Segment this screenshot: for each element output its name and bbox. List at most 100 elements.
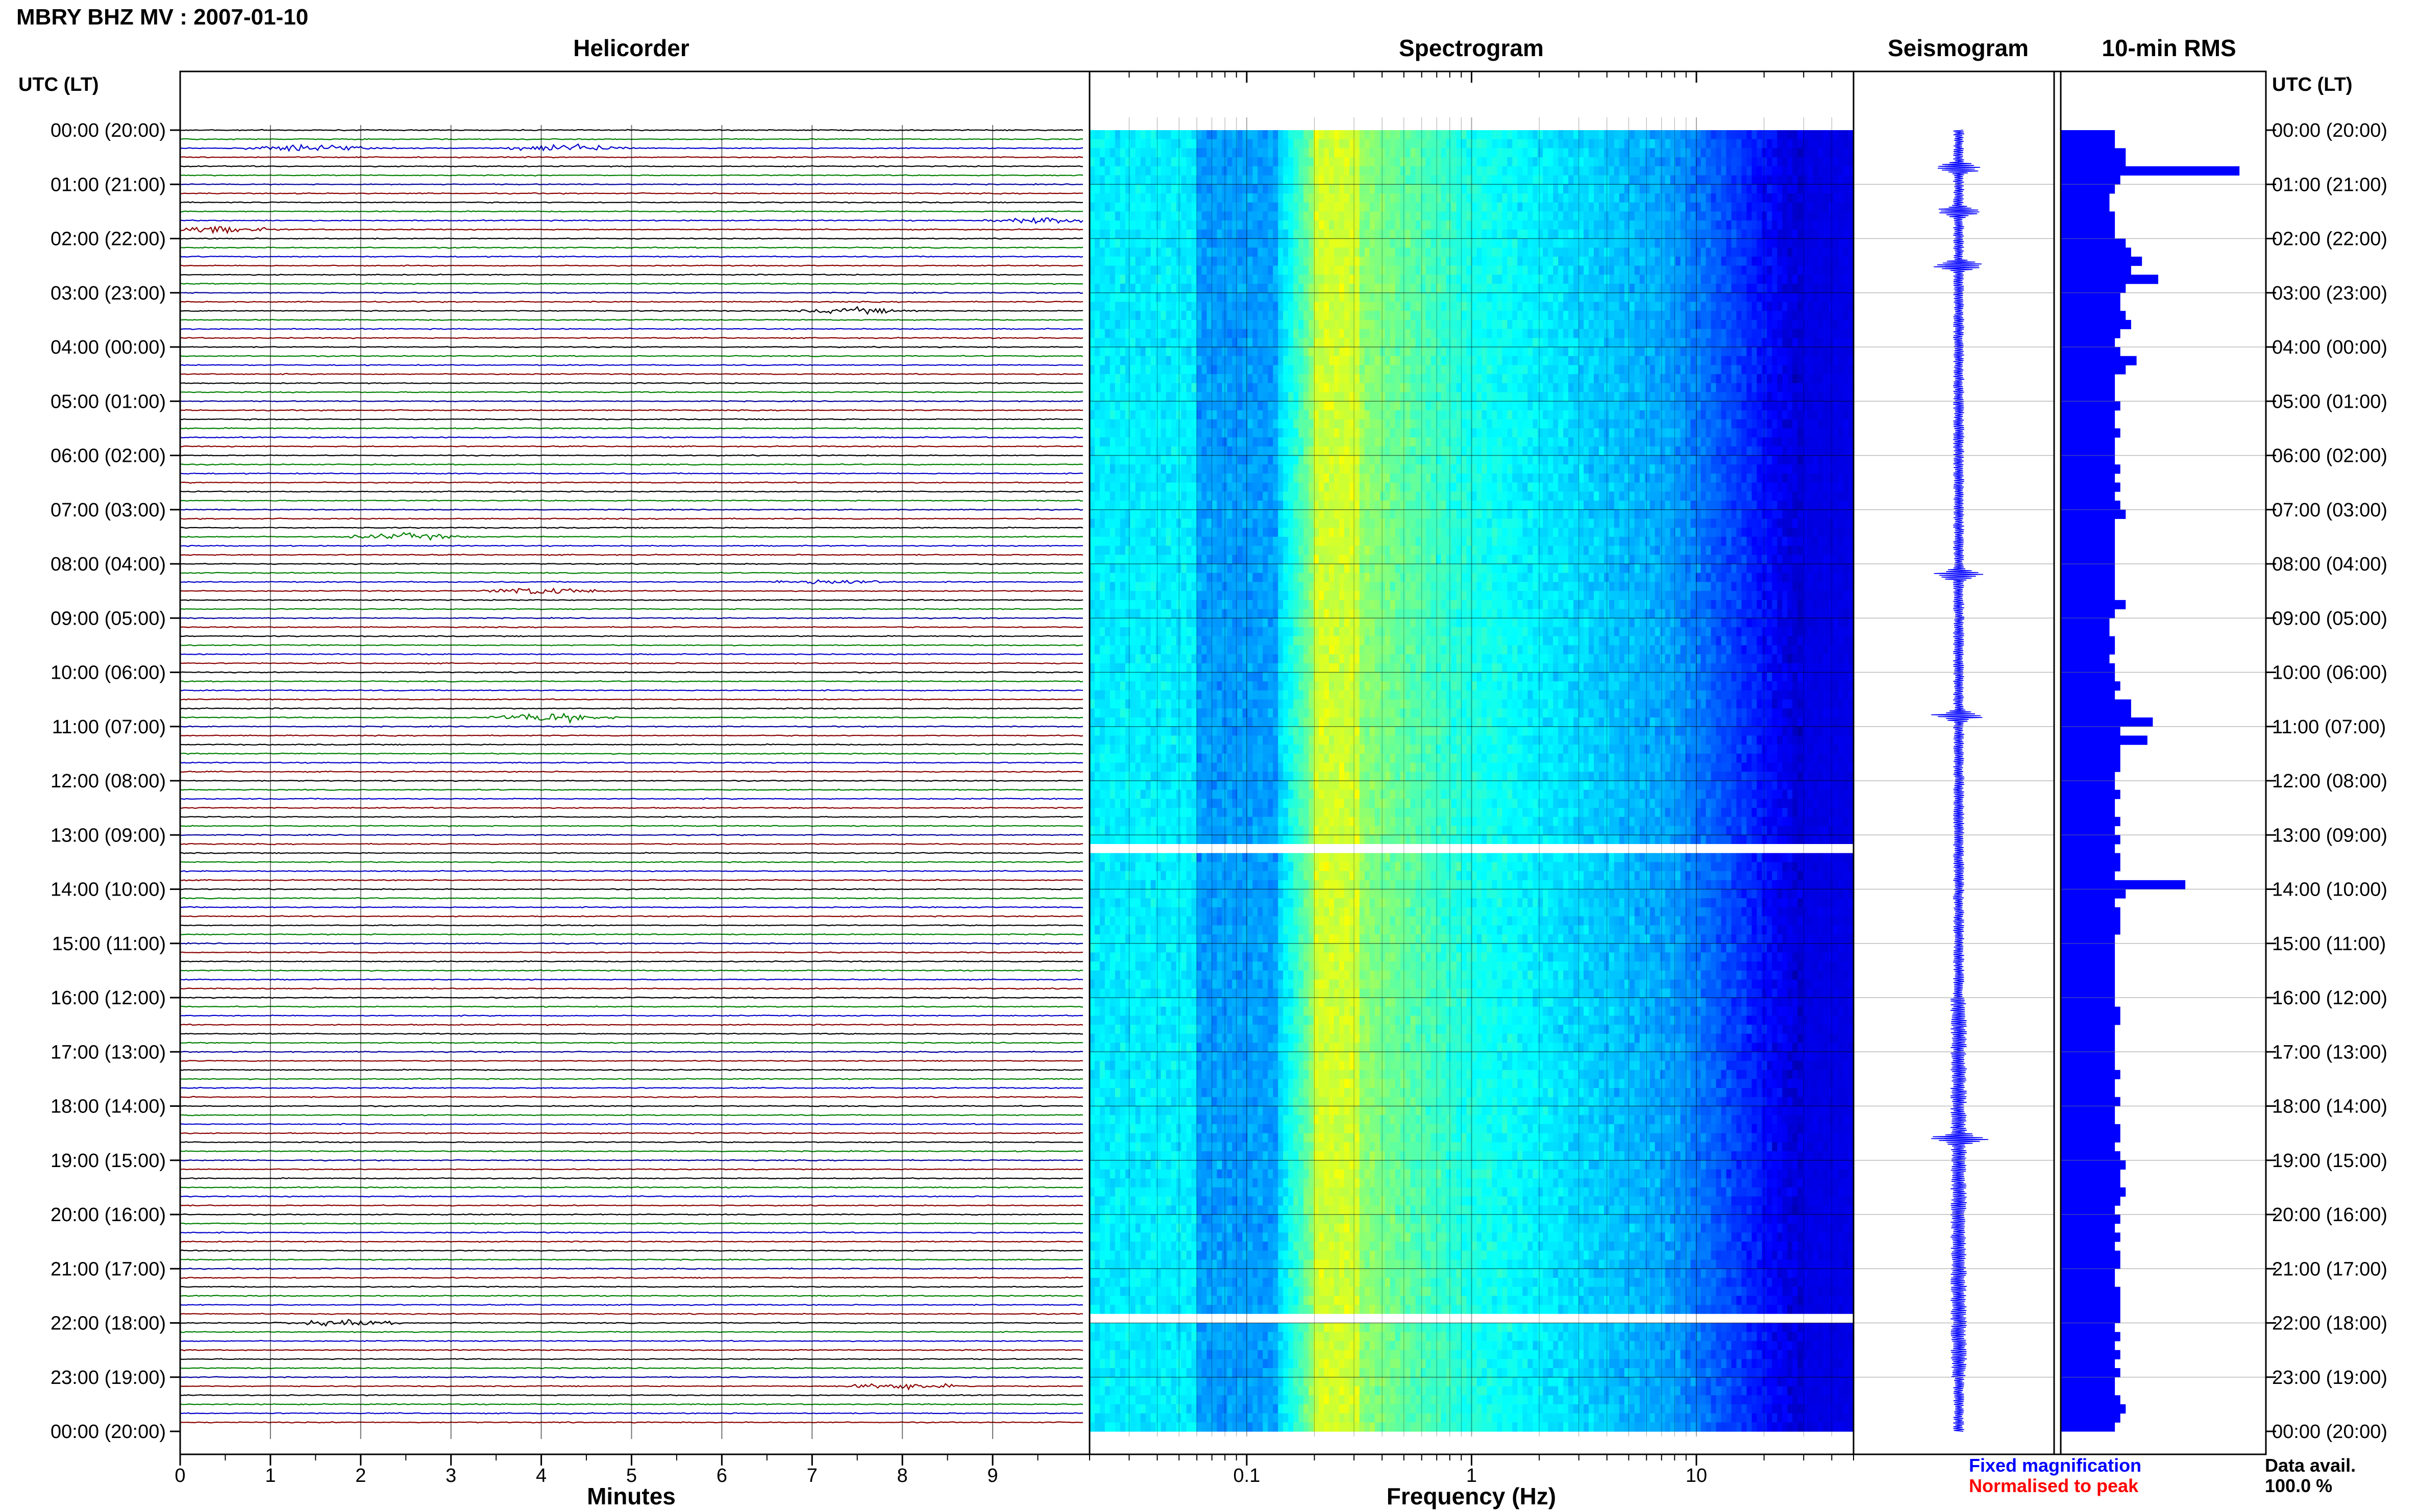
spectrogram-cell: [1599, 157, 1605, 167]
spectrogram-cell: [1430, 148, 1437, 158]
spectrogram-cell: [1813, 356, 1818, 365]
spectrogram-cell: [1828, 347, 1834, 357]
spectrogram-cell: [1446, 392, 1452, 402]
spectrogram-cell: [1456, 238, 1462, 248]
spectrogram-cell: [1726, 319, 1732, 330]
spectrogram-cell: [1120, 139, 1126, 148]
spectrogram-cell: [1767, 220, 1772, 230]
spectrogram-cell: [1492, 410, 1497, 420]
spectrogram-cell: [1787, 175, 1793, 185]
spectrogram-cell: [1181, 130, 1187, 140]
spectrogram-cell: [1385, 401, 1391, 411]
spectrogram-cell: [1201, 410, 1207, 420]
spectrogram-cell: [1487, 139, 1492, 148]
spectrogram-cell: [1695, 247, 1701, 257]
spectrogram-cell: [1471, 292, 1477, 303]
spectrogram-cell: [1772, 193, 1778, 203]
spectrogram-cell: [1120, 265, 1126, 275]
spectrogram-cell: [1675, 130, 1681, 140]
spectrogram-cell: [1201, 419, 1207, 429]
spectrogram-cell: [1263, 401, 1268, 411]
spectrogram-cell: [1731, 292, 1737, 303]
spectrogram-cell: [1782, 265, 1788, 275]
spectrogram-cell: [1288, 284, 1294, 293]
spectrogram-cell: [1293, 139, 1299, 148]
spectrogram-cell: [1757, 319, 1762, 330]
spectrogram-cell: [1324, 211, 1329, 221]
spectrogram-cell: [1181, 193, 1187, 203]
spectrogram-cell: [1369, 410, 1375, 420]
spectrogram-cell: [1155, 338, 1162, 348]
spectrogram-cell: [1324, 139, 1329, 148]
spectrogram-cell: [1166, 166, 1172, 176]
spectrogram-cell: [1787, 256, 1793, 266]
spectrogram-cell: [1609, 284, 1615, 293]
spectrogram-cell: [1813, 338, 1818, 348]
spectrogram-cell: [1680, 275, 1686, 284]
spectrogram-cell: [1247, 356, 1253, 365]
spectrogram-cell: [1140, 329, 1146, 338]
spectrogram-cell: [1690, 256, 1696, 266]
spectrogram-cell: [1736, 284, 1742, 293]
spectrogram-cell: [1649, 383, 1656, 393]
spectrogram-cell: [1161, 157, 1167, 167]
spectrogram-cell: [1135, 229, 1141, 239]
spectrogram-cell: [1767, 184, 1772, 194]
spectrogram-cell: [1522, 347, 1528, 357]
spectrogram-cell: [1584, 175, 1589, 185]
spectrogram-cell: [1670, 157, 1676, 167]
spectrogram-cell: [1471, 184, 1477, 194]
spectrogram-cell: [1746, 347, 1752, 357]
spectrogram-cell: [1782, 247, 1788, 257]
spectrogram-cell: [1390, 401, 1396, 411]
spectrogram-cell: [1543, 247, 1548, 257]
spectrogram-cell: [1196, 157, 1202, 167]
spectrogram-cell: [1385, 347, 1391, 357]
spectrogram-cell: [1166, 275, 1172, 284]
spectrogram-cell: [1787, 410, 1793, 420]
spectrogram-cell: [1247, 419, 1253, 429]
spectrogram-cell: [1548, 139, 1553, 148]
spectrogram-cell: [1268, 229, 1273, 239]
spectrogram-cell: [1502, 410, 1508, 420]
spectrogram-cell: [1634, 211, 1640, 221]
spectrogram-cell: [1227, 365, 1233, 375]
spectrogram-cell: [1487, 319, 1492, 330]
spectrogram-cell: [1115, 338, 1121, 348]
spectrogram-cell: [1533, 338, 1538, 348]
spectrogram-cell: [1619, 292, 1625, 303]
spectrogram-cell: [1334, 166, 1340, 176]
spectrogram-cell: [1558, 229, 1564, 239]
spectrogram-cell: [1446, 139, 1452, 148]
spectrogram-cell: [1109, 275, 1116, 284]
spectrogram-cell: [1787, 356, 1793, 365]
spectrogram-cell: [1293, 410, 1299, 420]
spectrogram-cell: [1716, 211, 1722, 221]
spectrogram-cell: [1644, 410, 1650, 420]
spectrogram-cell: [1349, 311, 1355, 320]
spectrogram-cell: [1609, 410, 1615, 420]
spectrogram-cell: [1797, 211, 1803, 221]
spectrogram-cell: [1803, 229, 1808, 239]
spectrogram-cell: [1527, 148, 1533, 158]
spectrogram-cell: [1594, 374, 1599, 384]
spectrogram-cell: [1395, 238, 1401, 248]
spectrogram-cell: [1181, 311, 1187, 320]
spectrogram-cell: [1150, 347, 1156, 357]
spectrogram-cell: [1639, 410, 1645, 420]
spectrogram-cell: [1533, 292, 1538, 303]
spectrogram-cell: [1589, 256, 1594, 266]
spectrogram-cell: [1471, 247, 1477, 257]
spectrogram-cell: [1767, 365, 1772, 375]
spectrogram-cell: [1369, 401, 1375, 411]
spectrogram-cell: [1100, 157, 1105, 167]
spectrogram-cell: [1619, 338, 1625, 348]
spectrogram-cell: [1374, 347, 1380, 357]
spectrogram-cell: [1242, 347, 1248, 357]
spectrogram-cell: [1543, 356, 1548, 365]
spectrogram-cell: [1104, 139, 1110, 148]
spectrogram-cell: [1568, 193, 1574, 203]
spectrogram-cell: [1405, 410, 1411, 420]
spectrogram-cell: [1762, 211, 1767, 221]
spectrogram-cell: [1090, 392, 1095, 402]
